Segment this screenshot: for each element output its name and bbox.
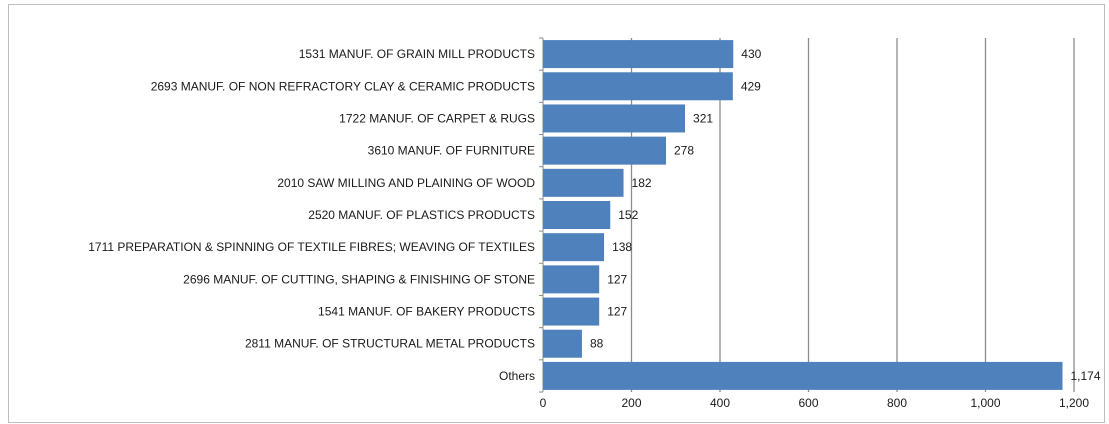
bar <box>543 104 686 133</box>
category-label: 2010 SAW MILLING AND PLAINING OF WOOD <box>277 176 535 190</box>
category-label: 1722 MANUF. OF CARPET & RUGS <box>339 111 535 125</box>
data-label: 278 <box>674 144 694 158</box>
bar <box>543 136 667 165</box>
category-label: 1541 MANUF. OF BAKERY PRODUCTS <box>318 305 535 319</box>
x-tick-label: 1,200 <box>1059 396 1089 410</box>
data-label: 127 <box>607 305 627 319</box>
category-label: 2696 MANUF. OF CUTTING, SHAPING & FINISH… <box>183 272 535 286</box>
category-label: Others <box>499 369 535 383</box>
data-label: 127 <box>607 272 627 286</box>
category-label: 2693 MANUF. OF NON REFRACTORY CLAY & CER… <box>151 79 535 93</box>
bar <box>543 72 733 101</box>
data-label: 88 <box>590 337 604 351</box>
data-label: 182 <box>632 176 652 190</box>
data-label: 138 <box>612 240 632 254</box>
x-axis-tick-labels: 0 200 400 600 800 1,000 1,200 <box>540 396 1090 410</box>
x-tick-label: 600 <box>798 396 818 410</box>
x-tick-label: 0 <box>540 396 547 410</box>
bar <box>543 329 582 358</box>
category-label: 2811 MANUF. OF STRUCTURAL METAL PRODUCTS <box>245 337 535 351</box>
bar <box>543 297 600 326</box>
bars <box>543 40 1063 390</box>
data-label: 321 <box>693 111 713 125</box>
x-tick-label: 800 <box>887 396 907 410</box>
bar <box>543 40 734 69</box>
bar <box>543 361 1063 390</box>
data-label: 429 <box>741 79 761 93</box>
bar <box>543 168 624 197</box>
data-label: 152 <box>618 208 638 222</box>
category-label: 2520 MANUF. OF PLASTICS PRODUCTS <box>308 208 535 222</box>
data-label: 430 <box>741 47 761 61</box>
category-labels: 1531 MANUF. OF GRAIN MILL PRODUCTS 2693 M… <box>88 47 535 383</box>
data-labels: 430 429 321 278 182 152 138 127 127 88 1,174 <box>590 47 1101 383</box>
bar <box>543 233 605 262</box>
x-tick-label: 1,000 <box>970 396 1000 410</box>
x-tick-label: 200 <box>621 396 641 410</box>
bar <box>543 265 600 294</box>
x-tick-label: 400 <box>710 396 730 410</box>
category-label: 1711 PREPARATION & SPINNING OF TEXTILE F… <box>88 240 535 254</box>
category-label: 3610 MANUF. OF FURNITURE <box>368 144 535 158</box>
category-label: 1531 MANUF. OF GRAIN MILL PRODUCTS <box>299 47 535 61</box>
bar <box>543 201 611 229</box>
data-label: 1,174 <box>1070 369 1100 383</box>
